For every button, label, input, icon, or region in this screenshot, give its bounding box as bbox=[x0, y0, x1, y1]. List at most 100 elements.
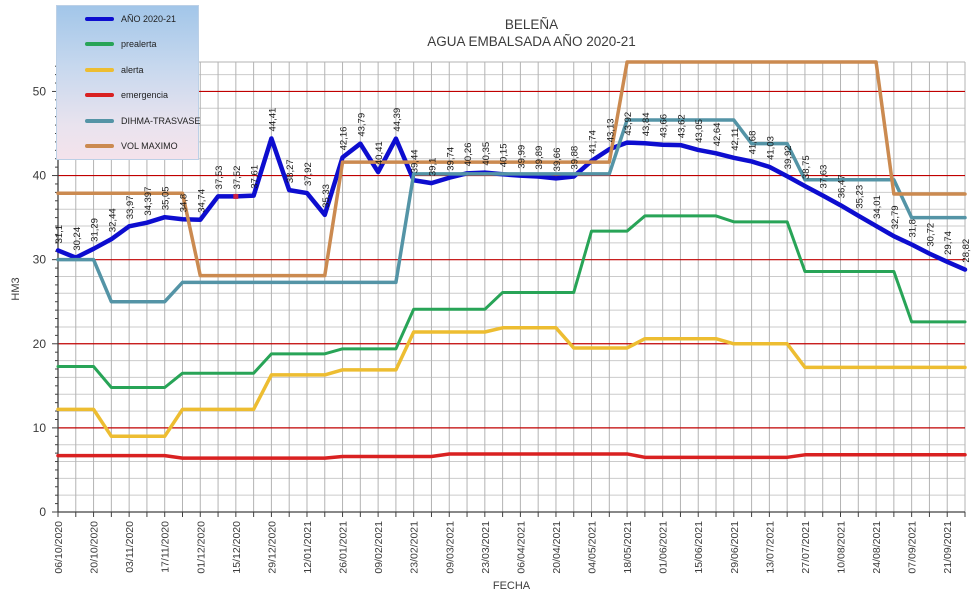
y-axis-labels: 0 10 20 30 40 50 bbox=[33, 84, 47, 519]
svg-text:41,74: 41,74 bbox=[588, 130, 599, 154]
svg-text:28,82: 28,82 bbox=[961, 239, 971, 263]
series-lines bbox=[55, 60, 968, 460]
legend-label: alerta bbox=[121, 64, 144, 75]
svg-text:37,63: 37,63 bbox=[819, 165, 830, 189]
svg-text:29/12/2020: 29/12/2020 bbox=[266, 521, 278, 574]
svg-text:34,74: 34,74 bbox=[196, 189, 207, 213]
svg-text:31,8: 31,8 bbox=[908, 219, 919, 238]
svg-text:35,23: 35,23 bbox=[854, 185, 865, 209]
svg-text:30: 30 bbox=[33, 253, 47, 267]
chart-title-line2: AGUA EMBALSADA AÑO 2020-21 bbox=[427, 34, 636, 49]
chart-title: BELEÑA AGUA EMBALSADA AÑO 2020-21 bbox=[98, 16, 965, 50]
legend-item-prealerta: prealerta bbox=[57, 39, 198, 49]
svg-text:03/11/2020: 03/11/2020 bbox=[124, 521, 136, 573]
svg-text:39,1: 39,1 bbox=[427, 158, 438, 177]
svg-text:39,89: 39,89 bbox=[534, 146, 545, 170]
svg-text:42,11: 42,11 bbox=[730, 128, 741, 151]
svg-text:37,52: 37,52 bbox=[232, 166, 243, 190]
svg-text:31,29: 31,29 bbox=[90, 218, 101, 242]
svg-text:32,79: 32,79 bbox=[890, 205, 901, 229]
svg-text:06/04/2021: 06/04/2021 bbox=[515, 521, 527, 574]
point-marker bbox=[233, 193, 239, 199]
svg-text:10/08/2021: 10/08/2021 bbox=[836, 521, 848, 574]
svg-text:30,24: 30,24 bbox=[72, 227, 83, 251]
svg-text:43,66: 43,66 bbox=[659, 114, 670, 138]
svg-text:26/01/2021: 26/01/2021 bbox=[338, 521, 350, 574]
svg-text:39,88: 39,88 bbox=[570, 146, 581, 170]
svg-text:12/01/2021: 12/01/2021 bbox=[302, 521, 314, 574]
legend-item-emergencia: emergencia bbox=[57, 90, 198, 100]
svg-text:38,27: 38,27 bbox=[285, 159, 296, 183]
svg-text:18/05/2021: 18/05/2021 bbox=[622, 521, 634, 574]
legend-label: AÑO 2020-21 bbox=[121, 13, 177, 24]
data-labels: 31,1 30,24 31,29 32,44 33,97 34,397 35,05 34,8 3… bbox=[54, 108, 971, 263]
svg-text:38,75: 38,75 bbox=[801, 155, 812, 179]
svg-text:39,92: 39,92 bbox=[783, 145, 794, 169]
svg-text:50: 50 bbox=[33, 84, 47, 98]
series-line-vol-maximo bbox=[56, 60, 967, 278]
svg-text:43,79: 43,79 bbox=[356, 113, 367, 137]
svg-text:41,03: 41,03 bbox=[765, 136, 776, 160]
svg-text:01/06/2021: 01/06/2021 bbox=[658, 521, 670, 574]
svg-text:44,41: 44,41 bbox=[267, 108, 278, 132]
x-axis-labels: 06/10/2020 20/10/2020 03/11/2020 17/11/2020… bbox=[53, 521, 954, 574]
legend-swatch-emergencia bbox=[85, 93, 114, 98]
series-line-dihma-trasvase bbox=[56, 118, 967, 304]
svg-text:43,84: 43,84 bbox=[641, 112, 652, 136]
svg-text:24/08/2021: 24/08/2021 bbox=[871, 521, 883, 574]
x-axis-title: FECHA bbox=[492, 580, 531, 592]
svg-text:15/06/2021: 15/06/2021 bbox=[693, 521, 705, 574]
svg-text:20/04/2021: 20/04/2021 bbox=[551, 521, 563, 574]
legend-label: VOL MAXIMO bbox=[121, 141, 178, 152]
svg-text:40,15: 40,15 bbox=[499, 144, 510, 168]
svg-text:10: 10 bbox=[33, 421, 47, 435]
legend-item-ano-2020-21: AÑO 2020-21 bbox=[57, 14, 198, 24]
svg-text:15/12/2020: 15/12/2020 bbox=[231, 521, 243, 574]
legend-swatch-alerta bbox=[85, 67, 114, 72]
svg-text:09/03/2021: 09/03/2021 bbox=[444, 521, 456, 574]
svg-text:01/12/2020: 01/12/2020 bbox=[195, 521, 207, 574]
svg-text:41,68: 41,68 bbox=[748, 131, 759, 155]
legend-swatch-dihma-trasvase bbox=[85, 118, 114, 123]
svg-text:40: 40 bbox=[33, 169, 47, 183]
svg-text:39,66: 39,66 bbox=[552, 148, 563, 172]
svg-text:42,16: 42,16 bbox=[339, 127, 350, 151]
svg-text:42,64: 42,64 bbox=[712, 123, 723, 147]
svg-text:39,44: 39,44 bbox=[410, 149, 421, 173]
svg-text:37,92: 37,92 bbox=[303, 162, 314, 186]
svg-text:20: 20 bbox=[33, 337, 47, 351]
chart-legend: AÑO 2020-21 prealerta alerta emergencia … bbox=[56, 5, 200, 160]
svg-text:40,41: 40,41 bbox=[374, 141, 385, 165]
svg-text:34,01: 34,01 bbox=[872, 195, 883, 219]
series-line-emergencia bbox=[56, 452, 967, 460]
svg-text:43,05: 43,05 bbox=[694, 119, 705, 143]
svg-text:17/11/2020: 17/11/2020 bbox=[160, 521, 172, 573]
svg-text:36,47: 36,47 bbox=[837, 174, 848, 198]
svg-text:34,397: 34,397 bbox=[143, 187, 154, 216]
svg-text:35,05: 35,05 bbox=[161, 186, 172, 210]
svg-text:44,39: 44,39 bbox=[392, 108, 403, 132]
legend-swatch-ano-2020-21 bbox=[85, 16, 114, 21]
svg-text:35,33: 35,33 bbox=[321, 184, 332, 208]
svg-text:06/10/2020: 06/10/2020 bbox=[53, 521, 65, 574]
svg-text:31,1: 31,1 bbox=[54, 225, 65, 244]
svg-text:43,13: 43,13 bbox=[605, 118, 616, 142]
svg-text:30,72: 30,72 bbox=[925, 223, 936, 247]
svg-text:39,99: 39,99 bbox=[516, 145, 527, 169]
svg-text:07/09/2021: 07/09/2021 bbox=[907, 521, 919, 574]
legend-item-vol-maximo: VOL MAXIMO bbox=[57, 141, 198, 151]
svg-text:20/10/2020: 20/10/2020 bbox=[89, 521, 101, 574]
svg-text:33,97: 33,97 bbox=[125, 195, 136, 219]
legend-label: emergencia bbox=[121, 90, 169, 101]
svg-text:37,53: 37,53 bbox=[214, 166, 225, 190]
legend-label: prealerta bbox=[121, 39, 157, 50]
svg-text:39,74: 39,74 bbox=[445, 147, 456, 171]
svg-text:43,92: 43,92 bbox=[623, 112, 634, 136]
legend-item-alerta: alerta bbox=[57, 65, 198, 75]
svg-text:21/09/2021: 21/09/2021 bbox=[942, 521, 954, 574]
y-axis-title: HM3 bbox=[10, 277, 22, 301]
svg-text:40,35: 40,35 bbox=[481, 142, 492, 166]
svg-text:29,74: 29,74 bbox=[943, 231, 954, 255]
svg-text:0: 0 bbox=[39, 505, 46, 519]
legend-swatch-prealerta bbox=[85, 42, 114, 47]
